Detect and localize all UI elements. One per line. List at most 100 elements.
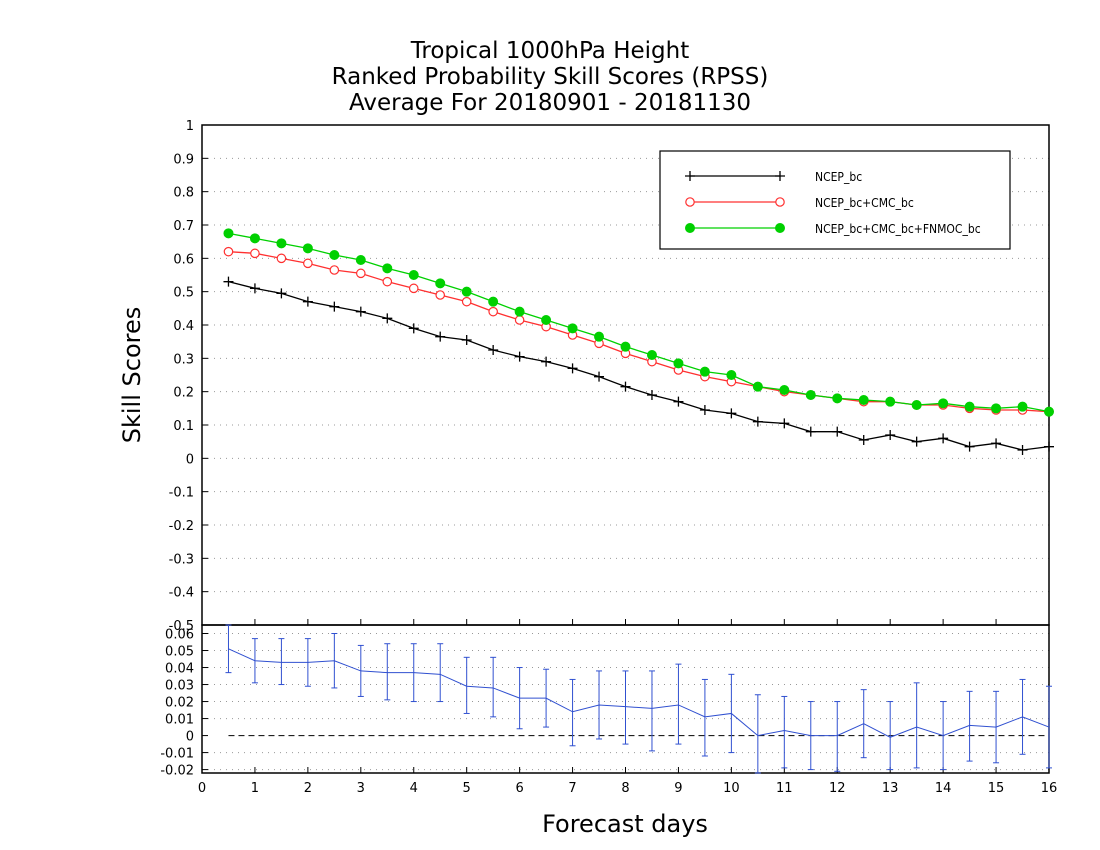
y-tick-label: -0.5: [169, 619, 194, 634]
chart-title-line-1: Tropical 1000hPa Height: [410, 38, 690, 64]
data-point: [673, 396, 684, 407]
data-point: [223, 228, 234, 239]
x-tick-label: 14: [935, 781, 952, 796]
legend-box: [659, 150, 1011, 250]
x-axis-label: Forecast days: [542, 810, 708, 838]
data-point: [779, 418, 790, 429]
diff-y-tick-label: 0.01: [165, 713, 194, 728]
data-point: [356, 268, 366, 279]
legend-marker: [685, 223, 695, 233]
data-point: [276, 238, 287, 249]
data-point: [991, 438, 1002, 449]
y-tick-label: -0.3: [169, 552, 194, 567]
data-point: [488, 306, 498, 317]
x-tick-label: 3: [357, 781, 365, 796]
data-point: [276, 253, 287, 264]
data-point: [752, 381, 763, 392]
legend-marker: [685, 171, 695, 181]
data-point: [699, 405, 710, 415]
data-point: [435, 290, 446, 300]
data-point: [699, 366, 710, 377]
data-point: [858, 435, 869, 445]
data-point: [964, 441, 975, 452]
diff-y-tick-label: 0.03: [165, 679, 194, 694]
data-point: [514, 315, 525, 325]
data-point: [938, 398, 949, 409]
y-axis-label: Skill Scores: [118, 306, 146, 444]
data-point: [514, 306, 525, 317]
data-point: [1044, 441, 1054, 452]
data-point: [541, 356, 552, 367]
y-tick-label: 0.3: [173, 352, 194, 367]
chart-title-line-3: Average For 20180901 - 20181130: [348, 90, 752, 116]
y-tick-label: 0.9: [173, 152, 194, 167]
diff-series: [225, 624, 1052, 774]
series-line: [228, 232, 1050, 413]
data-point: [726, 408, 737, 419]
data-point: [620, 341, 631, 352]
data-point: [885, 430, 896, 440]
data-point: [302, 296, 313, 307]
legend: NCEP_bc NCEP_bc+CMC_bc NCEP_bc+CMC_bc+FNMO…: [659, 150, 1011, 250]
data-point: [382, 276, 393, 287]
data-point: [514, 351, 525, 362]
data-point: [408, 283, 419, 294]
series-line: [228, 281, 1050, 451]
y-tick-label: -0.4: [169, 586, 194, 601]
data-point: [223, 276, 234, 287]
legend-marker: [685, 197, 695, 207]
data-point: [302, 243, 313, 254]
x-tick-label: 12: [829, 781, 846, 796]
legend-marker: [775, 197, 785, 207]
data-point: [911, 436, 922, 447]
y-tick-label: 0.1: [173, 419, 194, 434]
data-point: [303, 258, 313, 269]
x-tick-label: 8: [621, 781, 629, 796]
diff-y-tick-label: -0.01: [160, 747, 194, 762]
y-tick-label: -0.1: [169, 486, 194, 501]
data-point: [488, 296, 499, 307]
data-point: [673, 358, 684, 369]
data-point: [1017, 401, 1028, 412]
x-tick-label: 13: [882, 781, 899, 796]
data-point: [329, 250, 340, 260]
series-ncep-bc-cmc-bc-fnmoc-bc: [223, 228, 1054, 417]
data-point: [541, 315, 552, 325]
y-tick-label: 0.7: [173, 219, 194, 234]
diff-y-tick-label: 0.06: [165, 628, 194, 643]
data-point: [858, 395, 869, 405]
data-point: [382, 313, 393, 324]
data-point: [1017, 445, 1028, 455]
x-tick-label: 7: [568, 781, 576, 796]
y-tick-label: 0: [186, 452, 194, 467]
diff-y-tick-label: 0.05: [165, 645, 194, 660]
data-point: [594, 371, 605, 382]
data-point: [805, 390, 816, 400]
y-tick-label: 0.6: [173, 252, 194, 267]
legend-marker: [775, 171, 785, 181]
x-tick-label: 6: [515, 781, 523, 796]
legend-marker: [775, 223, 785, 233]
data-point: [408, 270, 419, 280]
data-point: [488, 345, 499, 355]
data-point: [382, 263, 393, 274]
diff-y-tick-label: -0.02: [160, 764, 194, 779]
data-point: [249, 233, 260, 244]
data-point: [461, 335, 472, 345]
legend-label: NCEP_bc+CMC_bc+FNMOC_bc: [815, 222, 981, 236]
data-point: [250, 248, 260, 259]
y-tick-label: 0.2: [173, 386, 194, 401]
y-tick-label: 0.8: [173, 186, 194, 201]
x-tick-label: 1: [251, 781, 259, 796]
data-point: [726, 370, 737, 380]
series-ncep-bc: [223, 276, 1054, 455]
y-tick-label: 0.5: [173, 286, 194, 301]
x-tick-label: 9: [674, 781, 682, 796]
x-tick-label: 5: [463, 781, 471, 796]
y-tick-label: -0.2: [169, 519, 194, 534]
data-point: [964, 401, 975, 412]
x-tick-label: 0: [198, 781, 206, 796]
data-point: [355, 306, 366, 317]
x-tick-label: 16: [1041, 781, 1058, 796]
